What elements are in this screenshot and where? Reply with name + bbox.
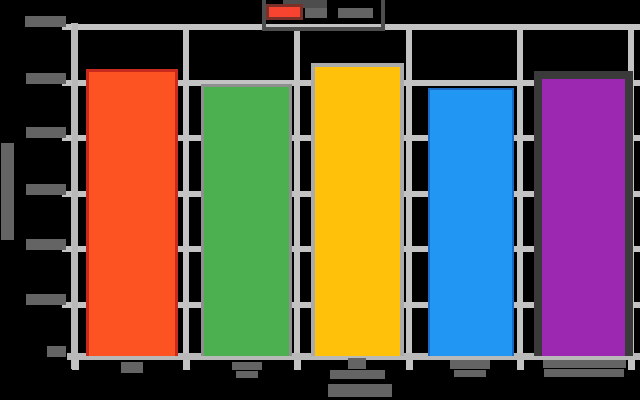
x-tick-label-redacted (121, 362, 143, 373)
x-tick-label-redacted (236, 371, 258, 378)
y-tick-label-redacted (26, 294, 66, 305)
bar-blue (428, 88, 514, 356)
y-tick-mark (62, 191, 72, 197)
x-tick-mark (406, 360, 413, 370)
x-tick-label-redacted (450, 360, 490, 369)
legend-label-redacted (305, 8, 327, 18)
x-axis-spine (67, 353, 640, 360)
v-gridline (517, 24, 523, 359)
v-gridline (406, 24, 412, 359)
y-tick-mark (62, 302, 72, 308)
bar-red (86, 69, 178, 356)
x-tick-mark (628, 360, 635, 370)
x-tick-mark (294, 360, 301, 370)
x-tick-label-redacted (454, 370, 486, 377)
bar-purple (534, 71, 633, 356)
legend-swatch (266, 4, 303, 20)
y-tick-label-redacted (26, 239, 66, 250)
legend-label-redacted (338, 8, 373, 18)
bar-green (201, 84, 292, 356)
v-gridline (294, 24, 300, 359)
y-axis-spine (71, 23, 78, 369)
legend-box (262, 0, 385, 31)
bar-amber (311, 63, 404, 356)
x-tick-label-redacted (544, 369, 624, 377)
x-tick-label-redacted (232, 362, 262, 370)
x-tick-mark (72, 360, 79, 370)
y-tick-mark (62, 80, 72, 86)
x-axis-title-redacted (328, 384, 392, 397)
x-tick-label-redacted (542, 360, 626, 368)
y-tick-label-redacted (26, 73, 66, 84)
x-tick-label-redacted (329, 370, 385, 379)
y-tick-mark (62, 24, 72, 30)
y-tick-mark (62, 246, 72, 252)
y-tick-mark (62, 135, 72, 141)
x-tick-mark (517, 360, 524, 370)
y-tick-label-redacted (26, 127, 66, 138)
legend-title-redacted (283, 0, 327, 8)
y-tick-label-redacted (25, 16, 66, 27)
y-axis-title-redacted (1, 143, 14, 240)
x-tick-mark (183, 360, 190, 370)
v-gridline (183, 24, 189, 359)
x-tick-label-redacted (348, 358, 366, 369)
y-tick-label-redacted (47, 346, 66, 357)
y-tick-label-redacted (26, 184, 66, 195)
